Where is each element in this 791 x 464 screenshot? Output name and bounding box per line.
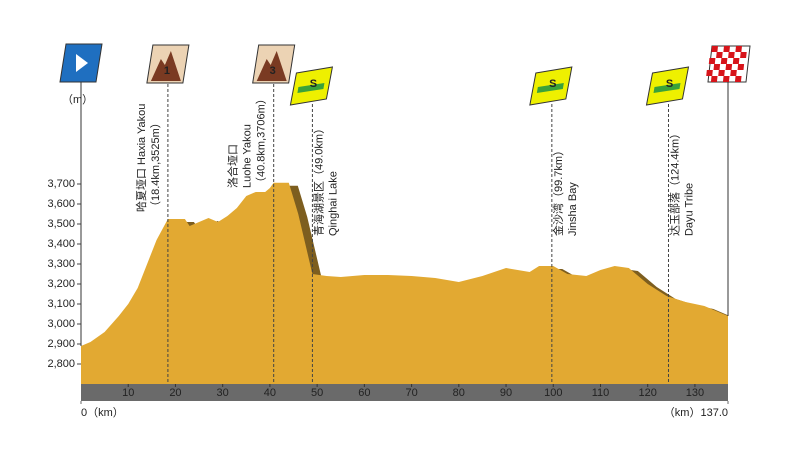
start-arrow — [76, 54, 88, 72]
finish-check — [713, 64, 721, 70]
waypoint-label: Jinsha Bay — [567, 182, 579, 236]
sprint-stripe — [297, 83, 325, 93]
finish-check — [735, 46, 742, 52]
x-tick-label: 110 — [592, 387, 610, 399]
waypoint-label: Luohe Yakou — [242, 124, 254, 188]
waypoint-label: 洛合垭口 — [226, 144, 240, 188]
finish-check — [734, 76, 742, 82]
sprint-letter: S — [549, 78, 556, 90]
finish-check — [730, 70, 737, 76]
finish-check — [732, 58, 740, 64]
sprint-icon: S — [529, 66, 573, 106]
y-tick-label: 3,600 — [47, 198, 75, 210]
x-tick-label: 60 — [358, 387, 370, 399]
finish-check — [723, 46, 730, 52]
sprint-stripe — [653, 83, 681, 93]
profile — [81, 182, 728, 384]
waypoint-label: 青海湖景区（49.0km） — [311, 123, 325, 236]
waypoint-label: Qinghai Lake — [327, 171, 339, 236]
kom-number: 3 — [270, 65, 276, 77]
x-tick-label: 50 — [311, 387, 323, 399]
x-tick-label: 130 — [686, 387, 704, 399]
waypoint-label: 达玉部落（124.4km） — [667, 128, 681, 236]
finish-check — [740, 52, 747, 58]
y-tick-label: 3,000 — [47, 318, 75, 330]
y-tick-label: 3,400 — [47, 238, 75, 250]
y-tick-label: 3,300 — [47, 258, 75, 270]
x-tick-label: 20 — [169, 387, 181, 399]
sprint-letter: S — [310, 78, 317, 90]
y-tick-label: 3,100 — [47, 298, 75, 310]
kom-mountain — [256, 51, 287, 81]
sprint-letter: S — [666, 78, 673, 90]
y-tick-label: 3,700 — [47, 178, 75, 190]
sprint-icon: S — [645, 66, 690, 106]
y-tick-label: 3,200 — [47, 278, 75, 290]
y-tick-label: 2,900 — [47, 338, 75, 350]
x-tick-label: 80 — [453, 387, 465, 399]
y-tick-label: 2,800 — [47, 358, 75, 370]
x-tick-label: 90 — [500, 387, 512, 399]
finish-check — [722, 76, 730, 82]
sprint-stripe — [536, 83, 564, 93]
finish-check — [718, 70, 725, 76]
kom-icon: 3 — [252, 44, 296, 84]
finish-check — [706, 70, 713, 76]
x-tick-label: 120 — [639, 387, 657, 399]
waypoint-label: （40.8km,3706m） — [255, 93, 268, 188]
waypoint-label: （18.4km,3525m） — [149, 117, 162, 212]
finish-check — [728, 52, 735, 58]
sprint-icon: S — [289, 66, 334, 106]
kom-number: 1 — [164, 65, 170, 77]
finish-check — [710, 76, 718, 82]
profile-area — [81, 182, 728, 384]
x-tick-label: 100 — [544, 387, 562, 399]
kom-icon: 1 — [146, 44, 190, 84]
finish-check — [720, 58, 728, 64]
y-axis-label: （m） — [62, 93, 93, 106]
x-end-label: （km）137.0 — [664, 406, 728, 419]
x-tick-label: 10 — [122, 387, 134, 399]
x-tick-label: 30 — [217, 387, 229, 399]
finish-flag — [706, 45, 751, 83]
waypoint-label: 哈夏垭口 Haxia Yakou — [135, 104, 148, 212]
x-end-label: 0（km） — [81, 406, 124, 419]
x-axis-band — [81, 384, 728, 401]
finish-check — [708, 58, 716, 64]
finish-check — [716, 52, 723, 58]
kom-mountain — [150, 51, 181, 81]
waypoint-label: 金沙湾（99.7km） — [551, 145, 565, 236]
y-tick-label: 3,500 — [47, 218, 75, 230]
finish-check — [725, 64, 733, 70]
x-tick-label: 40 — [264, 387, 276, 399]
waypoint-label: Dayu Tribe — [683, 183, 695, 236]
finish-check — [711, 46, 718, 52]
finish-check — [737, 64, 745, 70]
x-tick-label: 70 — [405, 387, 417, 399]
